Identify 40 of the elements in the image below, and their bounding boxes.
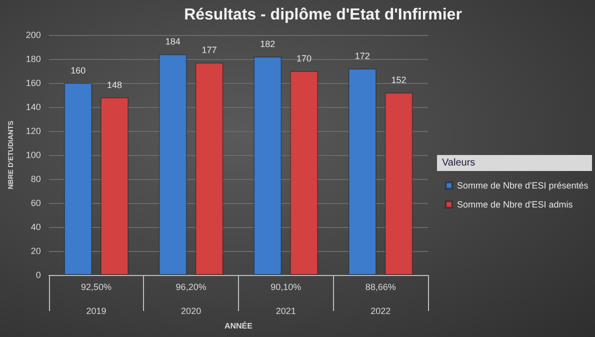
legend-title: Valeurs	[442, 158, 476, 168]
legend-label: Somme de Nbre d'ESI admis	[457, 200, 574, 210]
bar	[64, 83, 92, 275]
y-tick-label: 200	[26, 30, 41, 40]
bar	[290, 71, 318, 275]
text: 88,66%	[365, 282, 396, 292]
x-tick-label: 2019	[86, 306, 106, 316]
data-label: 160	[70, 66, 86, 76]
data-label: 184	[165, 36, 180, 47]
y-tick-label: 100	[26, 150, 41, 160]
legend-label: Somme de Nbre d'ESI présentés	[457, 180, 589, 190]
x-axis-title: ANNÉE	[224, 320, 254, 330]
data-label: 182	[260, 39, 276, 50]
y-tick-label: 180	[26, 54, 41, 64]
data-label: 177	[202, 45, 217, 56]
data-label: 170	[296, 54, 312, 64]
y-tick-label: 80	[30, 174, 41, 184]
bar	[158, 54, 187, 275]
x-tick-label: 2021	[276, 306, 296, 316]
y-tick-label: 20	[30, 246, 41, 256]
y-tick-label: 160	[26, 78, 41, 88]
bar	[100, 97, 128, 275]
text: 90,10%	[270, 282, 302, 292]
y-tick-label: 60	[30, 198, 41, 208]
bar	[384, 92, 413, 275]
y-tick-label: 0	[36, 270, 41, 280]
bar	[254, 56, 282, 275]
text: 92,50%	[81, 282, 112, 292]
bar	[195, 62, 224, 275]
chart-title: Résultats - diplôme d'Etat d'Infirmier	[184, 6, 462, 24]
x-tick-label: 2022	[370, 306, 391, 316]
data-label: 172	[354, 51, 370, 62]
y-tick-label: 120	[26, 126, 41, 136]
y-tick-label: 140	[26, 102, 41, 112]
data-label: 152	[391, 75, 406, 86]
x-tick-label: 2020	[181, 306, 202, 316]
text: 96,20%	[176, 282, 206, 292]
y-tick-label: 40	[30, 222, 41, 232]
data-label: 148	[106, 80, 122, 90]
bar	[348, 68, 376, 275]
